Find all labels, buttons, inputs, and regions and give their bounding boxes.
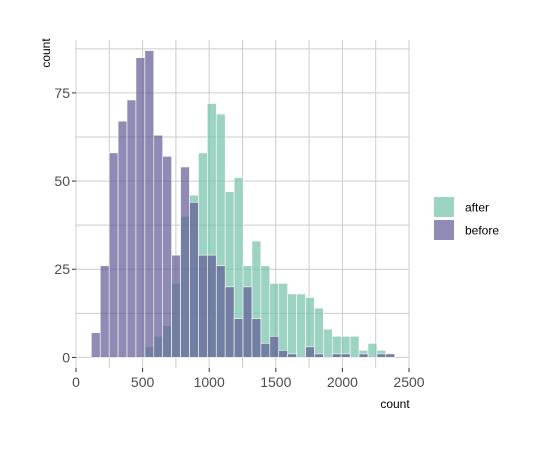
bar-before xyxy=(108,152,119,358)
y-tick-label: 25 xyxy=(54,261,70,277)
bar-before xyxy=(171,254,181,358)
bar-before xyxy=(314,353,324,358)
bar-before xyxy=(242,286,253,358)
bar-before xyxy=(135,57,146,358)
x-tick-label: 1000 xyxy=(194,374,225,390)
bar-after xyxy=(314,307,324,358)
bar-after xyxy=(287,293,297,358)
bar-before xyxy=(269,335,280,358)
bar-before xyxy=(278,350,288,358)
bar-before xyxy=(331,353,342,358)
bar-before xyxy=(144,50,155,358)
bar-before xyxy=(340,353,351,358)
x-tick-label: 500 xyxy=(131,374,155,390)
x-tick-label: 0 xyxy=(72,374,80,390)
legend-swatch xyxy=(434,220,454,240)
legend-item-after: after xyxy=(434,197,489,217)
bar-before xyxy=(287,353,297,358)
bar-before xyxy=(117,120,128,358)
x-tick-label: 1500 xyxy=(260,374,291,390)
bar-before xyxy=(260,343,271,358)
x-tick-label: 2500 xyxy=(393,374,424,390)
bar-before xyxy=(305,346,315,358)
bar-before xyxy=(91,332,101,358)
y-axis-ticks: 0 25 50 75 xyxy=(54,85,76,365)
bar-before xyxy=(189,201,199,358)
x-axis-title: count xyxy=(380,397,410,411)
bar-before xyxy=(215,265,226,358)
y-tick-label: 75 xyxy=(54,85,70,101)
bar-before xyxy=(180,166,190,358)
bar-before xyxy=(376,353,387,358)
legend-label: before xyxy=(465,224,499,238)
bars xyxy=(91,50,396,358)
bar-before xyxy=(385,353,396,358)
legend: after before xyxy=(434,197,499,240)
bar-before xyxy=(251,318,262,358)
bar-before xyxy=(224,286,235,358)
bar-before xyxy=(153,134,164,358)
bar-before xyxy=(99,265,110,358)
series-before xyxy=(91,50,396,358)
bar-before xyxy=(207,254,217,358)
x-tick-label: 2000 xyxy=(327,374,358,390)
x-axis-ticks: 0 500 1000 1500 2000 2500 xyxy=(72,368,425,390)
bar-after xyxy=(367,343,378,358)
y-axis-title: count xyxy=(39,38,53,68)
y-tick-label: 0 xyxy=(62,349,70,365)
bar-before xyxy=(358,353,369,358)
bar-before xyxy=(233,318,244,358)
legend-label: after xyxy=(465,201,489,215)
bar-before xyxy=(198,254,208,358)
bar-before xyxy=(126,99,137,358)
bar-after xyxy=(278,283,288,358)
bar-after xyxy=(323,328,333,358)
legend-swatch xyxy=(434,197,454,217)
bar-after xyxy=(296,293,306,358)
bar-before xyxy=(162,156,172,358)
bar-after xyxy=(349,335,360,358)
legend-item-before: before xyxy=(434,220,499,240)
y-tick-label: 50 xyxy=(54,173,70,189)
